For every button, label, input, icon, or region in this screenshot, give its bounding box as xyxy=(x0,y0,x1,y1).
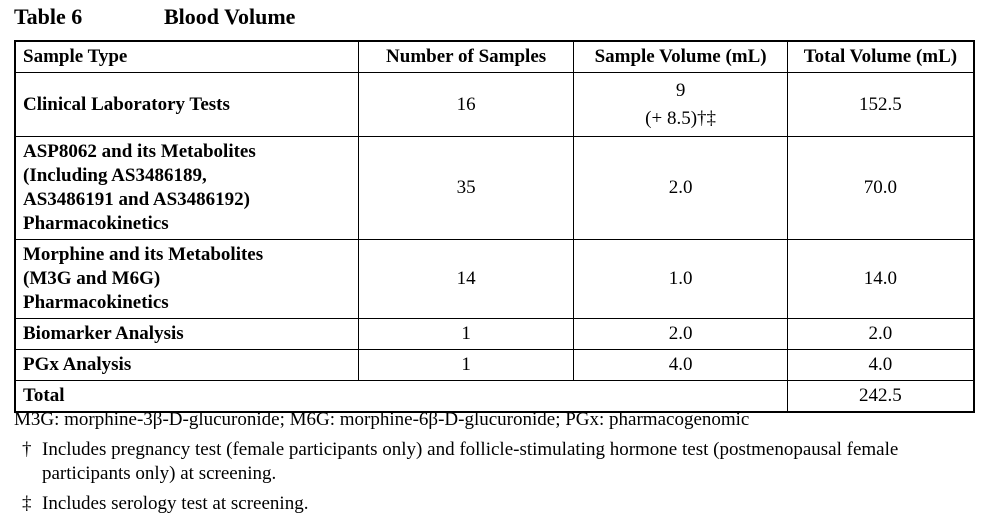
sample-volume-cell: 2.0 xyxy=(573,318,788,350)
sample-type-cell: PGx Analysis xyxy=(13,349,359,381)
header-row: Sample Type Number of Samples Sample Vol… xyxy=(13,40,975,73)
sample-type-line: ASP8062 and its Metabolites xyxy=(23,141,256,162)
footnote-dagger-symbol: † xyxy=(22,439,32,460)
sample-type-line: Pharmacokinetics xyxy=(23,292,169,313)
total-volume-cell: 70.0 xyxy=(786,136,975,240)
sample-type-cell: Biomarker Analysis xyxy=(13,318,359,350)
total-volume-cell: 152.5 xyxy=(786,72,975,137)
total-volume-cell: 2.0 xyxy=(786,318,975,350)
blood-volume-table: Sample Type Number of Samples Sample Vol… xyxy=(13,40,975,413)
number-of-samples-cell: 16 xyxy=(357,72,575,137)
footnote-text: Includes serology test at screening. xyxy=(42,493,309,514)
table-caption: Table 6 Blood Volume xyxy=(14,4,295,30)
number-of-samples-cell: 14 xyxy=(357,239,575,319)
table-notes: M3G: morphine-3β-D-glucuronide; M6G: mor… xyxy=(14,408,974,522)
total-row: Total 242.5 xyxy=(13,380,975,413)
table-row: ASP8062 and its Metabolites (Including A… xyxy=(13,136,975,240)
sample-type-line: (M3G and M6G) xyxy=(23,268,161,289)
header-number-of-samples: Number of Samples xyxy=(357,40,575,73)
sample-volume-extra: (+ 8.5)†‡ xyxy=(645,107,717,129)
abbreviations-note: M3G: morphine-3β-D-glucuronide; M6G: mor… xyxy=(14,409,750,430)
total-volume-cell: 4.0 xyxy=(786,349,975,381)
sample-type-line: Morphine and its Metabolites xyxy=(23,244,264,265)
sample-volume-cell: 9 (+ 8.5)†‡ xyxy=(573,72,788,137)
header-sample-volume: Sample Volume (mL) xyxy=(573,40,788,73)
sample-type-line: (Including AS3486189, xyxy=(23,165,207,186)
number-of-samples-cell: 1 xyxy=(357,349,575,381)
footnote-text: Includes pregnancy test (female particip… xyxy=(42,439,899,484)
sample-volume-value: 9 xyxy=(675,79,686,101)
footnote: ‡ Includes serology test at screening. xyxy=(14,492,974,516)
table-number: Table 6 xyxy=(14,4,83,29)
footnote-double-dagger-symbol: ‡ xyxy=(22,493,32,514)
table-row: Morphine and its Metabolites (M3G and M6… xyxy=(13,239,975,319)
table-row: PGx Analysis 1 4.0 4.0 xyxy=(13,349,975,381)
sample-type-cell: ASP8062 and its Metabolites (Including A… xyxy=(13,136,359,240)
sample-type-line: Pharmacokinetics xyxy=(23,213,169,234)
sample-type-line: Clinical Laboratory Tests xyxy=(23,93,230,115)
sample-volume-cell: 2.0 xyxy=(573,136,788,240)
sample-type-line: AS3486191 and AS3486192) xyxy=(23,189,250,210)
total-label: Total xyxy=(13,380,788,413)
header-sample-type: Sample Type xyxy=(13,40,359,73)
table-title: Blood Volume xyxy=(164,4,296,29)
table-row: Clinical Laboratory Tests 16 9 (+ 8.5)†‡… xyxy=(13,72,975,137)
sample-type-line: Biomarker Analysis xyxy=(23,323,184,344)
header-total-volume: Total Volume (mL) xyxy=(786,40,975,73)
number-of-samples-cell: 35 xyxy=(357,136,575,240)
total-value: 242.5 xyxy=(786,380,975,413)
table-row: Biomarker Analysis 1 2.0 2.0 xyxy=(13,318,975,350)
number-of-samples-cell: 1 xyxy=(357,318,575,350)
footnote: † Includes pregnancy test (female partic… xyxy=(14,438,974,486)
sample-volume-cell: 4.0 xyxy=(573,349,788,381)
total-volume-cell: 14.0 xyxy=(786,239,975,319)
sample-type-cell: Morphine and its Metabolites (M3G and M6… xyxy=(13,239,359,319)
sample-type-cell: Clinical Laboratory Tests xyxy=(13,72,359,137)
sample-type-line: PGx Analysis xyxy=(23,354,132,375)
sample-volume-cell: 1.0 xyxy=(573,239,788,319)
